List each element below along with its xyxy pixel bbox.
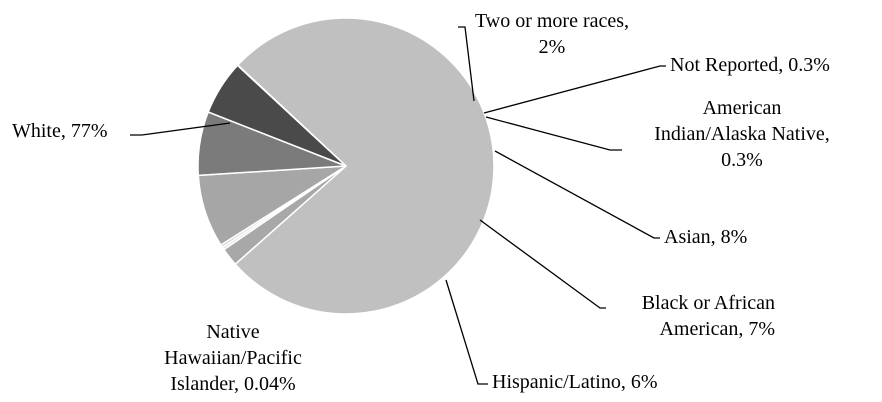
slice-label: Not Reported, 0.3% xyxy=(670,54,830,76)
slice-label: American Indian/Alaska Native, 0.3% xyxy=(654,97,830,171)
leader-lines xyxy=(130,26,666,385)
slice-label: Black or African American, 7% xyxy=(642,292,775,340)
pie-slice xyxy=(234,17,495,315)
pie-slices xyxy=(197,17,495,315)
leader-line xyxy=(445,279,488,385)
leader-line xyxy=(483,65,666,114)
leader-line xyxy=(130,122,231,136)
slice-label: White, 77% xyxy=(12,120,108,142)
slice-labels: White, 77% Two or more races, 2% Not Report… xyxy=(12,10,830,395)
slice-label: Two or more races, 2% xyxy=(475,10,629,58)
slice-label: Hispanic/Latino, 6% xyxy=(492,371,658,393)
leader-line xyxy=(494,150,660,239)
leader-line xyxy=(458,26,475,102)
leader-line xyxy=(485,116,622,151)
slice-label: Native Hawaiian/Pacific Islander, 0.04% xyxy=(164,321,302,395)
slice-label: Asian, 8% xyxy=(664,226,747,248)
leader-line xyxy=(479,219,606,309)
pie-slice xyxy=(236,63,347,167)
